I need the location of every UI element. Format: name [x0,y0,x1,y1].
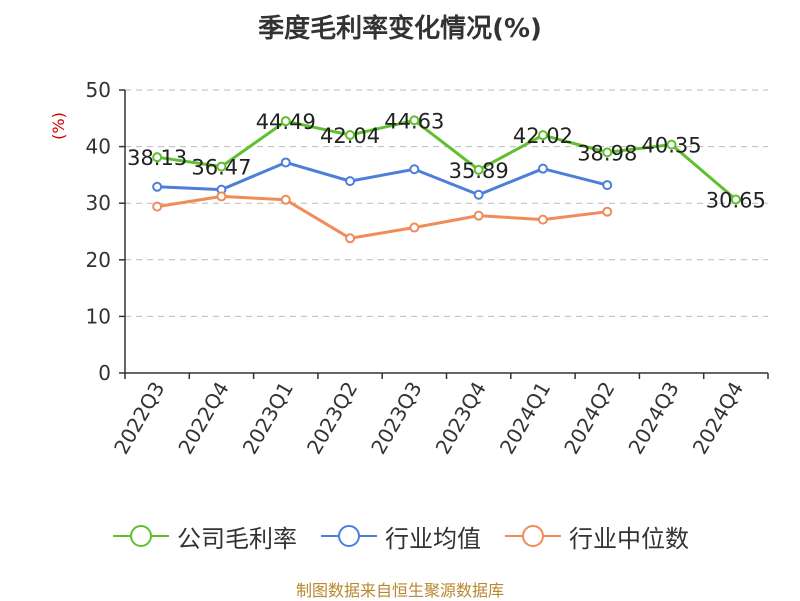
legend-label: 公司毛利率 [177,524,297,553]
legend-circle [522,525,544,547]
x-tick-label: 2022Q3 [109,378,169,459]
data-label: 30.65 [706,189,766,213]
series-line [156,118,737,201]
data-label: 42.02 [513,124,573,148]
data-point [409,115,420,126]
y-tick-label: 30 [86,191,111,215]
data-point [537,163,548,174]
legend-marker-icon [113,525,169,547]
legend-label: 行业均值 [385,524,481,553]
gridlines [125,89,768,317]
data-point [537,130,548,141]
y-tick-label: 10 [86,304,111,328]
data-point [730,194,741,205]
data-point [280,157,291,168]
legend-label: 行业中位数 [569,524,689,553]
chart-title: 季度毛利率变化情况(%) [258,14,542,44]
x-tick-label: 2024Q2 [559,378,619,459]
data-point [152,181,163,192]
legend-circle [338,525,360,547]
data-label: 44.49 [256,110,316,134]
data-point [280,116,291,127]
data-point [473,189,484,200]
x-tick-label: 2023Q1 [238,378,298,459]
legend-circle [130,525,152,547]
legend-item: 公司毛利率 [111,519,297,554]
data-point [473,210,484,221]
x-tick-label: 2024Q1 [495,378,555,459]
series-lines [152,115,741,244]
data-point [602,206,613,217]
x-tick-label: 2022Q4 [173,378,233,459]
data-point [216,161,227,172]
legend-marker-icon [321,525,377,547]
data-point [602,147,613,158]
data-label: 40.35 [641,134,701,158]
data-label: 36.47 [191,156,251,180]
x-tick-label: 2023Q2 [302,378,362,459]
data-point [409,222,420,233]
data-point [409,164,420,175]
y-axis-label: (%) [49,112,68,140]
data-point [537,214,548,225]
x-tick-label: 2024Q3 [623,378,683,459]
legend-item: 行业中位数 [503,519,689,554]
y-tick-label: 20 [86,248,111,272]
axes [124,90,768,374]
data-label: 42.04 [320,124,380,148]
legend-item: 行业均值 [319,519,481,554]
data-point [152,201,163,212]
y-tick-label: 50 [86,78,111,102]
data-label: 38.13 [127,146,187,170]
data-point [345,130,356,141]
data-point [152,152,163,163]
x-tick-label: 2023Q4 [431,378,491,459]
data-label: 38.98 [577,141,637,165]
data-point [345,233,356,244]
source-note: 制图数据来自恒生聚源数据库 [295,581,504,600]
data-point [666,139,677,150]
x-tick-label: 2024Q4 [688,378,748,459]
x-axis-ticks: 2022Q3 2022Q4 2023Q1 2023Q2 2023Q3 2023Q4 2024… [109,373,769,459]
data-point [345,176,356,187]
y-tick-label: 40 [86,135,111,159]
data-point [602,180,613,191]
data-label: 35.89 [449,159,509,183]
y-tick-label: 0 [98,361,111,385]
data-label: 44.63 [384,109,444,133]
data-point [473,164,484,175]
series-line [157,160,608,197]
series-line [156,194,608,240]
data-point [216,191,227,202]
legend: 公司毛利率 行业均值 行业中位数 [0,518,800,554]
y-axis-ticks: 0 10 20 30 40 50 [86,78,125,385]
data-point [280,194,291,205]
legend-marker-icon [505,525,561,547]
x-tick-label: 2023Q3 [366,378,426,459]
